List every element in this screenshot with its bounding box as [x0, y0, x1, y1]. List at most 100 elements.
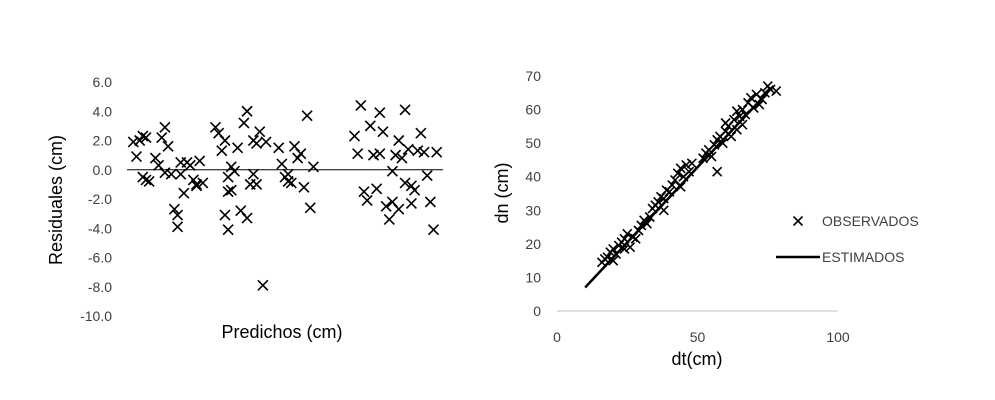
legend: OBSERVADOS ESTIMADOS — [776, 213, 919, 265]
residual-point — [393, 134, 405, 147]
residual-point — [361, 194, 373, 207]
dn-y-tick-label: 10 — [525, 269, 541, 285]
observado-point — [675, 163, 686, 174]
observado-point — [658, 205, 669, 216]
residual-point — [156, 132, 168, 144]
residual-point — [405, 197, 417, 209]
residual-point — [399, 177, 411, 189]
observado-point — [636, 220, 647, 231]
observado-point — [748, 102, 759, 113]
residuals-y-tick-label: -4.0 — [88, 220, 112, 236]
observado-point — [731, 106, 742, 117]
residuals-y-ticks: 6.0 4.0 2.0 0.0 -2.0 -4.0 -6.0 -8.0 -10.0 — [80, 74, 112, 324]
residual-point — [222, 186, 234, 198]
dn-y-tick-label: 70 — [525, 68, 541, 84]
residual-point — [380, 200, 392, 212]
residual-point — [374, 148, 386, 160]
residual-point — [424, 196, 436, 208]
residual-point — [162, 140, 174, 152]
residual-point — [396, 152, 408, 164]
residual-point — [307, 161, 320, 173]
observado-point — [759, 87, 771, 98]
residual-point — [134, 134, 146, 147]
observado-point — [728, 114, 740, 125]
observado-point — [664, 186, 675, 197]
observado-point — [740, 109, 751, 120]
observado-point — [630, 233, 641, 244]
residual-point — [301, 110, 313, 122]
residual-point — [393, 203, 405, 215]
observado-point — [610, 248, 622, 259]
residual-point — [216, 145, 228, 157]
dn-x-ticks: 0 50 100 — [553, 329, 850, 345]
observado-point — [712, 166, 723, 177]
residuals-y-tick-label: -8.0 — [88, 279, 112, 295]
residual-point — [358, 186, 370, 198]
observado-point — [734, 111, 745, 122]
residuals-y-axis-label: Residuales (cm) — [46, 135, 66, 265]
residual-point — [250, 137, 263, 149]
residuals-y-tick-label: -6.0 — [88, 250, 112, 266]
legend-x-marker — [792, 215, 804, 227]
residual-point — [364, 120, 376, 132]
residual-point — [295, 148, 307, 160]
residual-point — [219, 134, 231, 147]
residual-point — [175, 168, 187, 180]
residual-point — [418, 146, 430, 158]
residual-point — [140, 174, 152, 186]
observado-point — [765, 84, 776, 95]
residual-point — [197, 177, 209, 189]
dn-y-tick-label: 0 — [533, 303, 541, 319]
residual-point — [298, 181, 310, 193]
observado-point — [622, 228, 633, 239]
residual-point — [282, 168, 294, 180]
residual-point — [190, 180, 203, 192]
observado-point — [757, 94, 768, 105]
residual-point — [348, 130, 361, 142]
residual-point — [352, 148, 364, 160]
residual-point — [184, 159, 196, 171]
residuals-y-tick-label: 6.0 — [93, 74, 113, 90]
dn-x-tick-label: 100 — [826, 329, 850, 345]
residual-point — [421, 170, 433, 182]
observados-points — [596, 81, 782, 268]
residual-point — [222, 224, 234, 236]
observado-point — [681, 159, 692, 171]
residual-point — [140, 132, 152, 144]
observado-point — [602, 252, 613, 263]
residual-point — [431, 146, 443, 158]
dn-y-axis-label: dn (cm) — [492, 162, 512, 223]
observado-point — [653, 196, 664, 207]
observado-point — [754, 99, 765, 110]
residual-point — [228, 165, 241, 177]
residual-point — [194, 155, 206, 167]
residual-point — [165, 168, 177, 180]
dn-x-tick-label: 0 — [553, 329, 561, 345]
residual-point — [377, 126, 389, 138]
residual-point — [273, 142, 285, 154]
observado-point — [717, 138, 728, 149]
residual-point — [427, 224, 440, 236]
legend-observados-label: OBSERVADOS — [822, 213, 919, 229]
residual-point — [238, 117, 250, 129]
observado-point — [619, 243, 630, 254]
residual-point — [171, 221, 184, 233]
residual-point — [408, 184, 421, 196]
residual-point — [209, 121, 222, 133]
residual-point — [241, 105, 253, 117]
dn-y-tick-label: 40 — [525, 169, 541, 185]
residual-point — [415, 127, 427, 139]
observado-point — [619, 233, 630, 244]
observado-point — [698, 153, 709, 164]
residual-point — [402, 143, 414, 155]
observado-point — [745, 92, 756, 103]
residual-point — [159, 121, 171, 133]
residual-point — [232, 142, 244, 154]
dn-y-tick-label: 30 — [525, 202, 541, 218]
observado-point — [624, 242, 636, 253]
observado-point — [608, 255, 619, 266]
observado-point — [675, 181, 686, 192]
residuals-y-tick-label: 0.0 — [93, 162, 113, 178]
observado-point — [667, 180, 678, 191]
residual-point — [383, 213, 395, 226]
